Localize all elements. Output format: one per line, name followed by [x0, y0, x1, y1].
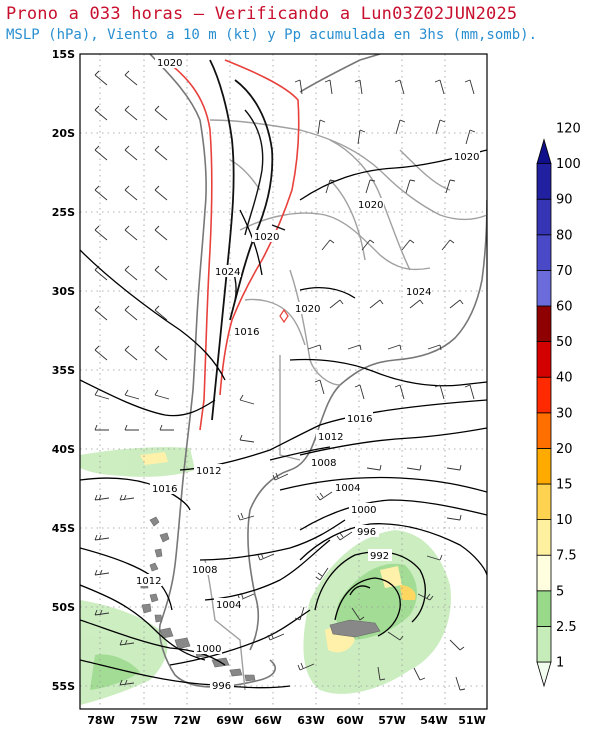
country-borders	[204, 119, 487, 691]
lat-label: 45S	[52, 522, 75, 535]
legend-bin	[536, 626, 552, 663]
lon-label: 75W	[130, 714, 157, 727]
lon-label: 51W	[458, 714, 485, 727]
legend-level-label: 20	[556, 442, 573, 457]
isobar-label: 1024	[215, 267, 240, 278]
lon-label: 60W	[336, 714, 363, 727]
lon-label: 72W	[173, 714, 200, 727]
legend-level-label: 7.5	[556, 549, 577, 564]
isobar-label: 996	[357, 527, 376, 538]
legend-bin	[536, 590, 552, 627]
lon-label: 63W	[297, 714, 324, 727]
lat-label: 50S	[52, 601, 75, 614]
lat-label: 35S	[52, 364, 75, 377]
isobar-label: 1000	[351, 505, 376, 516]
legend-bin	[536, 554, 552, 592]
lat-label: 30S	[52, 285, 75, 298]
legend-level-label: 2.5	[556, 620, 577, 635]
legend-bin	[536, 341, 552, 378]
isobar-label: 1020	[358, 200, 383, 211]
legend-bin	[536, 519, 552, 556]
legend-bin	[536, 163, 552, 200]
legend-bin	[536, 269, 552, 307]
isobar-label: 1020	[254, 232, 279, 243]
legend-level-label: 15	[556, 478, 573, 493]
longitude-labels: 78W 75W 72W 69W 66W 63W 60W 57W 54W 51W	[87, 714, 485, 727]
legend-level-label: 60	[556, 300, 573, 315]
lat-label: 15S	[52, 48, 75, 61]
isobar-label: 1012	[318, 432, 343, 443]
isobar-label: 1020	[454, 152, 479, 163]
legend-level-label: 50	[556, 335, 573, 350]
isobar-label: 1016	[234, 327, 259, 338]
precipitation-shading	[80, 447, 451, 705]
isobar-label: 1000	[196, 644, 221, 655]
lon-label: 54W	[420, 714, 447, 727]
legend-level-label: 70	[556, 264, 573, 279]
legend-bin	[536, 305, 552, 342]
lon-label: 57W	[378, 714, 405, 727]
legend-level-label: 100	[556, 157, 581, 172]
legend-level-label: 10	[556, 513, 573, 528]
lon-label: 78W	[87, 714, 114, 727]
map-subtitle: MSLP (hPa), Viento a 10 m (kt) y Pp acum…	[6, 27, 538, 43]
isobar-label: 1012	[136, 576, 161, 587]
legend-bin	[536, 198, 552, 236]
lon-label: 66W	[254, 714, 281, 727]
isobar-label: 1020	[295, 304, 320, 315]
isobar-label: 1008	[311, 458, 336, 469]
legend-level-label: 80	[556, 228, 573, 243]
map-title: Prono a 033 horas — Verificando a Lun03Z…	[6, 4, 518, 24]
latitude-labels: 15S 20S 25S 30S 35S 40S 45S 50S 55S	[52, 48, 75, 693]
isobar-labels: 1020 1020 1020 1020 1024 1024 1020 1016 …	[134, 56, 480, 692]
isobar-label: 1016	[152, 484, 177, 495]
isobar-label: 996	[212, 681, 231, 692]
isobar-label: 1016	[347, 414, 372, 425]
legend-bin	[536, 138, 552, 164]
lat-label: 40S	[52, 443, 75, 456]
lon-label: 69W	[216, 714, 243, 727]
legend-labels: 1 2.5 5 7.5 10 15 20 30 40 50 60 70 80 90 100 120	[556, 122, 581, 671]
isobar-label: 1012	[196, 466, 221, 477]
legend-level-label: 40	[556, 371, 573, 386]
wind-barbs	[94, 70, 476, 691]
archipelago-islands	[139, 516, 381, 682]
lat-label: 55S	[52, 680, 75, 693]
legend-level-label: 5	[556, 584, 564, 599]
legend-level-label: 90	[556, 193, 573, 208]
isobar-label: 1008	[192, 565, 217, 576]
legend-bin	[536, 234, 552, 271]
andes-terrain	[164, 59, 300, 431]
legend-bin	[536, 661, 552, 688]
legend-bin	[536, 447, 552, 485]
legend-level-label: 120	[556, 122, 581, 137]
legend-colorbar	[536, 138, 552, 688]
isobar-label: 1004	[216, 600, 241, 611]
isobar-label: 1020	[157, 58, 182, 69]
legend-bin	[536, 376, 552, 414]
isobar-label: 1004	[335, 483, 360, 494]
legend-bin	[536, 483, 552, 520]
legend-level-label: 30	[556, 406, 573, 421]
isobar-label: 1024	[406, 287, 431, 298]
lat-label: 25S	[52, 206, 75, 219]
legend-bin	[536, 412, 552, 449]
legend-level-label: 1	[556, 656, 564, 671]
isobar-label: 992	[370, 551, 389, 562]
lat-label: 20S	[52, 127, 75, 140]
